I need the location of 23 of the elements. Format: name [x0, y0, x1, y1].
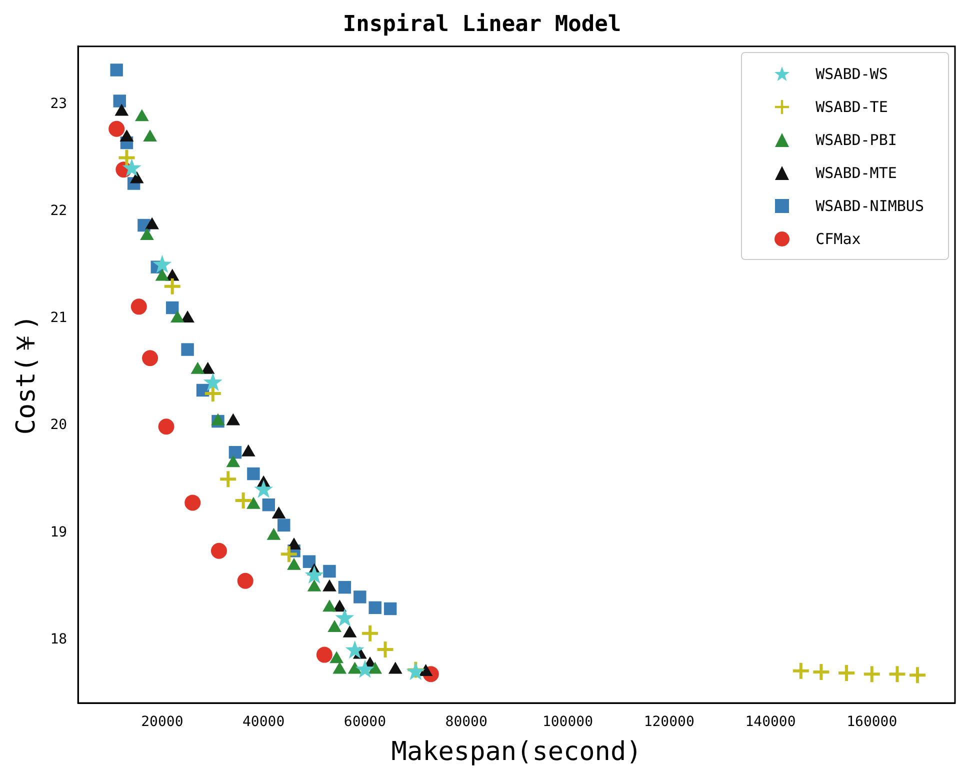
legend-label: WSABD-NIMBUS — [816, 196, 924, 215]
y-tick-label: 22 — [50, 202, 68, 219]
y-tick-label: 18 — [50, 631, 68, 648]
x-tick-label: 60000 — [344, 714, 386, 730]
y-tick-label: 20 — [50, 417, 68, 434]
x-tick-label: 80000 — [445, 714, 488, 730]
y-tick-label: 19 — [50, 524, 68, 540]
x-tick-label: 160000 — [846, 714, 898, 730]
legend-label: WSABD-WS — [816, 64, 888, 83]
legend-label: WSABD-TE — [816, 98, 888, 116]
x-tick-label: 100000 — [542, 714, 594, 730]
x-tick-label: 40000 — [242, 714, 285, 730]
legend-label: CFMax — [816, 230, 861, 248]
y-axis-title: Cost(￥) — [11, 314, 42, 435]
x-tick-label: 20000 — [141, 714, 184, 730]
x-tick-label: 120000 — [644, 714, 694, 730]
y-tick-label: 21 — [50, 310, 68, 326]
chart-title: Inspiral Linear Model — [342, 12, 622, 37]
x-axis-title: Makespan(second) — [391, 737, 642, 768]
legend-label: WSABD-MTE — [816, 164, 897, 182]
x-tick-label: 140000 — [745, 714, 796, 730]
legend-label: WSABD-PBI — [816, 130, 897, 149]
y-tick-label: 23 — [50, 96, 68, 112]
